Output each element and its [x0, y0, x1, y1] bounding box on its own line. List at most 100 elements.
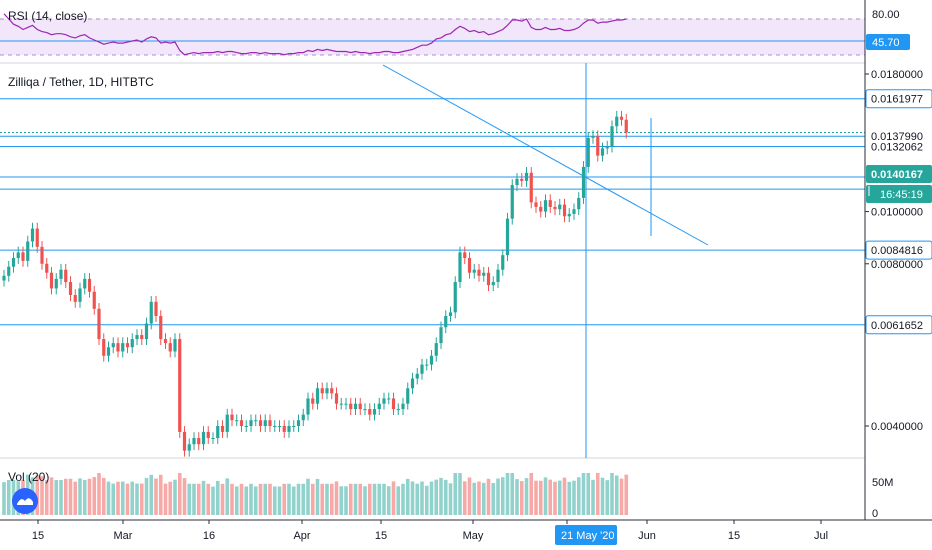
volume-bar [158, 474, 163, 515]
candle-body [363, 409, 367, 411]
volume-tick-50m: 50M [872, 477, 893, 489]
candle-body [211, 438, 215, 440]
candle-body [510, 185, 514, 219]
volume-bar [82, 479, 87, 515]
candle-body [577, 197, 581, 210]
volume-bar [534, 480, 538, 515]
candle-body [505, 218, 510, 256]
candle-body [491, 282, 495, 286]
volume-bar [187, 483, 192, 515]
volume-bar [448, 483, 453, 515]
candle-body [40, 246, 44, 264]
volume-bar [59, 479, 63, 515]
candle-body [287, 426, 291, 432]
volume-bar [401, 483, 405, 515]
candle-body [596, 136, 600, 156]
volume-bar [272, 486, 277, 515]
candle-body [486, 272, 491, 286]
volume-bar [215, 480, 220, 515]
trendline[interactable] [382, 64, 709, 246]
candle-body [467, 258, 472, 273]
volume-bar [320, 483, 325, 515]
candle-body [372, 409, 377, 415]
candle-body [477, 269, 481, 276]
volume-bar [624, 474, 629, 515]
time-tick-label: Jun [638, 530, 656, 542]
candle-body [64, 269, 68, 283]
candle-body [144, 323, 149, 340]
volume-bar [491, 482, 496, 515]
candle-body [463, 252, 467, 259]
volume-bar [363, 486, 367, 515]
candle-body [482, 272, 486, 276]
candle-body [277, 426, 282, 427]
candle-body [206, 431, 210, 439]
volume-bar [2, 482, 6, 515]
volume-bar [111, 483, 116, 515]
volume-bar [472, 482, 477, 515]
volume-bar [434, 479, 439, 515]
candle-body [163, 339, 168, 344]
candle-body [11, 258, 16, 267]
volume-bar [424, 485, 429, 515]
candle-body [453, 282, 457, 313]
volume-bar [529, 473, 534, 515]
time-tick-label: Apr [293, 530, 310, 542]
candle-body [121, 343, 125, 352]
volume-bar [230, 483, 234, 515]
candle-body [344, 403, 348, 405]
volume-title: Vol (20) [8, 470, 49, 484]
cursor-date-label: 21 May '20 [561, 530, 614, 542]
volume-bar [600, 477, 605, 515]
volume-bar [125, 483, 130, 515]
candle-body [68, 282, 73, 296]
candle-body [387, 398, 391, 400]
volume-bar [106, 481, 111, 515]
volume-bar [548, 479, 553, 515]
volume-bar [614, 475, 619, 515]
volume-bar [500, 477, 505, 515]
candle-body [610, 126, 614, 147]
level-label: 0.0137990 [871, 131, 923, 143]
volume-bar [144, 477, 149, 515]
candle-body [572, 209, 576, 214]
volume-bar [439, 477, 443, 515]
candle-body [358, 403, 362, 410]
volume-bar [154, 478, 158, 515]
main-title: Zilliqa / Tether, 1D, HITBTC [8, 75, 154, 89]
volume-bar [234, 486, 239, 515]
volume-bar [386, 486, 391, 515]
countdown-label: 16:45:19 [880, 189, 923, 201]
candle-body [83, 278, 87, 289]
candle-body [230, 414, 234, 421]
candle-body [605, 146, 609, 149]
volume-bar [410, 481, 415, 515]
volume-bar [277, 486, 282, 515]
tradingview-logo[interactable] [12, 488, 38, 514]
volume-bar [391, 481, 396, 515]
volume-bar [249, 483, 253, 515]
candle-body [586, 137, 590, 167]
candle-body [501, 255, 505, 270]
candle-body [325, 388, 329, 394]
candle-body [624, 119, 628, 133]
candle-body [268, 420, 272, 426]
volume-bar [481, 482, 486, 515]
candle-body [35, 228, 39, 247]
countdown-badge [866, 185, 932, 203]
volume-bar [244, 486, 249, 515]
time-tick-label: 15 [32, 530, 44, 542]
time-tick-label: 15 [728, 530, 740, 542]
volume-bar [268, 483, 272, 515]
level-label-box [865, 315, 932, 335]
level-label: 0.0132062 [871, 141, 923, 153]
candle-body [216, 426, 220, 439]
candle-body [444, 316, 448, 328]
volume-bar [287, 483, 291, 515]
volume-bar [315, 478, 320, 515]
candle-body [26, 241, 30, 261]
candle-body [520, 178, 524, 181]
volume-bar [572, 480, 576, 515]
time-axis-ticks: 15Mar16Apr15May15Jun15Jul [32, 520, 828, 542]
